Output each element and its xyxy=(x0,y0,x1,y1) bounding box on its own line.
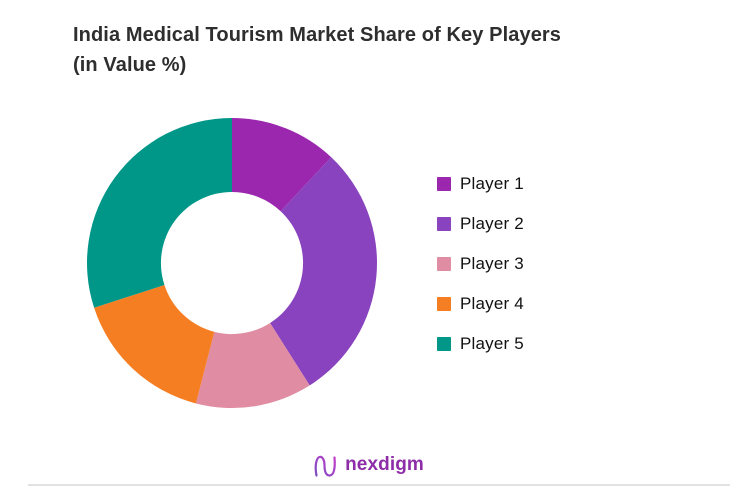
legend-label: Player 3 xyxy=(460,254,524,273)
legend-swatch xyxy=(437,257,451,271)
nexdigm-logo-text: nexdigm xyxy=(345,454,424,475)
legend-item-player-3: Player 3 xyxy=(437,244,524,284)
legend-label: Player 4 xyxy=(460,294,524,313)
donut-slice-player-5 xyxy=(87,118,232,308)
chart-title: India Medical Tourism Market Share of Ke… xyxy=(73,20,693,80)
legend-item-player-5: Player 5 xyxy=(437,324,524,364)
chart-title-line-1: India Medical Tourism Market Share of Ke… xyxy=(73,24,562,46)
bottom-divider xyxy=(28,484,730,486)
donut-slice-player-3 xyxy=(195,322,310,408)
legend-item-player-1: Player 1 xyxy=(437,164,524,204)
legend-item-player-4: Player 4 xyxy=(437,284,524,324)
legend-label: Player 1 xyxy=(460,174,524,193)
donut-slice-player-4 xyxy=(94,284,215,404)
legend-item-player-2: Player 2 xyxy=(437,204,524,244)
legend-swatch xyxy=(437,337,451,351)
chart-title-line-2: (in Value %) xyxy=(73,54,187,76)
nexdigm-logo-icon xyxy=(314,455,336,477)
legend-swatch xyxy=(437,217,451,231)
legend-label: Player 5 xyxy=(460,334,524,353)
donut-slice-player-2 xyxy=(270,157,377,386)
legend-swatch xyxy=(437,177,451,191)
footer-branding: nexdigm xyxy=(0,448,736,482)
donut-slice-player-1 xyxy=(232,118,332,212)
legend-swatch xyxy=(437,297,451,311)
legend-label: Player 2 xyxy=(460,214,524,233)
donut-chart xyxy=(87,118,377,408)
legend: Player 1 Player 2 Player 3 Player 4 Player 5 xyxy=(437,164,524,364)
